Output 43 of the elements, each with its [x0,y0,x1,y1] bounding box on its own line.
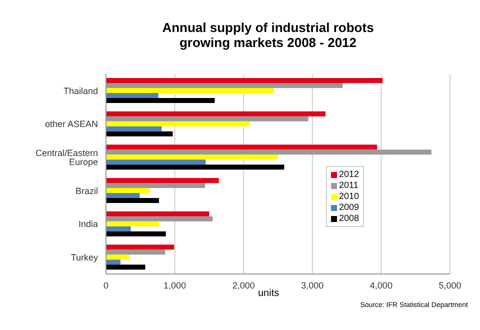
bar [106,111,326,116]
x-tick-label: 3,000 [301,280,324,290]
bar [106,131,173,136]
y-tick-label: Thailand [63,86,98,96]
y-tick-label: Central/Eastern Europe [35,148,98,168]
bar [106,260,120,265]
x-tick-label: 2,000 [232,280,255,290]
bar [106,93,158,98]
bar [106,244,174,250]
y-tick-label: Brazil [75,186,98,196]
bar [106,154,278,160]
legend-label: 2010 [338,191,360,202]
x-tick-label: 0 [103,280,109,290]
legend-label: 2008 [338,213,360,224]
y-tick-label: India [78,219,98,230]
x-tick-label: 1,000 [164,280,186,290]
bar [106,164,284,170]
legend-label: 2009 [338,202,360,213]
bar [106,178,219,183]
legend-label: 2011 [338,180,360,191]
x-axis-title: units [258,288,280,299]
bar [106,211,210,216]
bar [106,188,150,193]
bar [106,88,274,93]
chart-title: Annual supply of industrial robots growing markets 2008 - 2012 [161,20,375,50]
x-tick-label: 4,000 [370,280,392,290]
bar [106,98,215,103]
bar [106,78,383,83]
legend-label: 2012 [338,169,360,180]
y-tick-label: other ASEAN [44,119,98,130]
bar [106,193,140,198]
bar [106,231,166,236]
bar [106,121,250,126]
bar [106,254,130,260]
x-tick-label: 5,000 [438,280,462,290]
bar [106,144,378,150]
bar [106,126,162,132]
bar [106,160,206,165]
bar [106,264,146,270]
y-tick-label: Turkey [70,252,98,263]
bar [106,221,159,226]
bar [106,198,159,203]
bar [106,226,131,232]
